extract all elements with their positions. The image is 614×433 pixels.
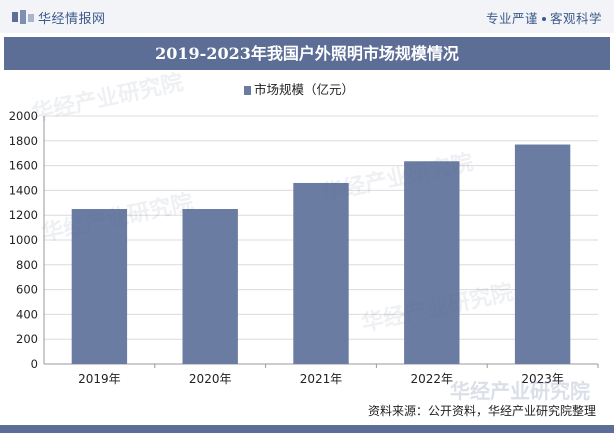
- y-tick-label: 200: [16, 332, 38, 346]
- bar: [71, 209, 128, 364]
- legend-label: 市场规模（亿元）: [254, 82, 354, 97]
- brand-name[interactable]: 华经情报网: [38, 12, 106, 27]
- legend-swatch: [244, 86, 251, 95]
- source-note: 资料来源：公开资料，华经产业研究院整理: [367, 404, 596, 418]
- x-tick-label: 2020年: [189, 372, 232, 386]
- header-bar: 华经情报网 专业严谨 客观科学: [0, 0, 614, 33]
- bar: [404, 161, 460, 364]
- tagline-left: 专业严谨: [485, 11, 538, 26]
- y-tick-label: 1400: [9, 183, 38, 197]
- y-tick-label: 600: [16, 283, 38, 297]
- bar: [514, 144, 571, 364]
- y-tick-label: 0: [31, 357, 38, 371]
- bar: [293, 182, 349, 364]
- tagline: 专业严谨 客观科学: [486, 8, 602, 27]
- tagline-right: 客观科学: [549, 11, 602, 26]
- huajing-logo-icon: [12, 10, 34, 24]
- x-tick-label: 2021年: [300, 372, 343, 386]
- bullet-dot-icon: [541, 16, 546, 21]
- bar-chart: 市场规模（亿元） 0 200 400 600 800 1000 1200 1400 1600 180…: [9, 82, 599, 386]
- y-tick-label: 400: [16, 307, 38, 321]
- y-tick-label: 1600: [9, 159, 38, 173]
- y-tick-label: 1000: [9, 233, 38, 247]
- title-band: 2019-2023年我国户外照明市场规模情况: [4, 37, 610, 70]
- chart-title: 2019-2023年我国户外照明市场规模情况: [155, 44, 459, 63]
- x-tick-label: 2022年: [411, 372, 454, 386]
- bar: [182, 209, 238, 364]
- bottom-bar: [0, 425, 614, 433]
- x-tick-label: 2023年: [521, 372, 564, 386]
- y-tick-label: 800: [16, 258, 38, 272]
- x-tick-label: 2019年: [78, 372, 121, 386]
- y-tick-label: 1800: [9, 134, 38, 148]
- y-tick-label: 2000: [9, 109, 38, 123]
- y-tick-label: 1200: [9, 208, 38, 222]
